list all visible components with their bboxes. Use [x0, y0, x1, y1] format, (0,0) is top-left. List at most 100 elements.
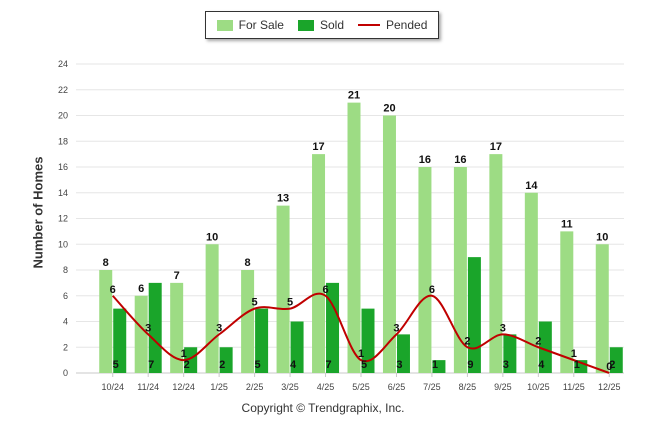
bar-sold	[219, 347, 233, 373]
bar-for-sale	[489, 154, 503, 373]
label-sold: 4	[538, 359, 545, 371]
legend-label-for-sale: For Sale	[238, 18, 284, 32]
y-tick-label: 24	[58, 59, 68, 69]
label-pended: 2	[535, 335, 541, 347]
x-tick-label: 5/25	[352, 382, 370, 392]
label-pended: 2	[464, 335, 470, 347]
x-tick-label: 12/24	[172, 382, 195, 392]
bar-for-sale	[524, 192, 538, 373]
legend-item-pended[interactable]: Pended	[358, 18, 427, 32]
bar-sold	[184, 347, 198, 373]
x-tick-label: 8/25	[459, 382, 477, 392]
legend-item-for-sale[interactable]: For Sale	[216, 18, 284, 32]
label-pended: 1	[571, 348, 577, 360]
label-sold: 1	[574, 359, 580, 371]
label-sold: 5	[113, 359, 119, 371]
label-for-sale: 10	[596, 231, 608, 243]
x-tick-label: 7/25	[423, 382, 441, 392]
y-tick-label: 6	[63, 291, 68, 301]
label-pended: 3	[145, 322, 151, 334]
bar-sold	[467, 257, 481, 373]
bar-sold	[290, 321, 304, 373]
x-axis-ticks: 10/24 11/24 12/24 1/25 2/25 3/25 4/25 5/25 6/25 7…	[101, 373, 621, 392]
bar-for-sale	[312, 154, 326, 373]
x-tick-label: 10/24	[101, 382, 124, 392]
label-sold: 1	[432, 359, 438, 371]
bar-sold	[148, 282, 162, 373]
y-tick-label: 8	[63, 265, 68, 275]
y-tick-label: 18	[58, 136, 68, 146]
label-sold: 2	[219, 359, 225, 371]
bar-for-sale	[595, 244, 609, 373]
for-sale-swatch	[216, 19, 233, 31]
label-sold: 4	[290, 359, 297, 371]
bar-sold	[609, 347, 623, 373]
x-tick-label: 11/25	[563, 382, 585, 392]
label-sold: 5	[361, 359, 367, 371]
bar-for-sale	[99, 270, 113, 373]
bar-sold	[538, 321, 552, 373]
bars	[99, 102, 623, 373]
bar-sold	[361, 308, 375, 373]
bar-for-sale	[453, 167, 467, 373]
label-sold: 9	[467, 359, 473, 371]
legend-label-sold: Sold	[319, 18, 344, 32]
label-for-sale: 16	[419, 154, 431, 166]
bar-for-sale	[205, 244, 219, 373]
bar-for-sale	[418, 167, 432, 373]
label-sold: 2	[184, 359, 190, 371]
label-pended: 3	[500, 322, 506, 334]
label-pended: 6	[322, 284, 328, 296]
label-for-sale: 20	[383, 103, 395, 115]
y-tick-label: 20	[58, 111, 68, 121]
label-for-sale: 8	[103, 257, 109, 269]
bar-for-sale	[382, 115, 396, 373]
bar-sold	[113, 308, 127, 373]
label-for-sale: 17	[490, 141, 502, 153]
label-pended: 3	[216, 322, 222, 334]
x-tick-label: 4/25	[317, 382, 335, 392]
pended-line	[111, 292, 610, 374]
label-pended: 1	[181, 348, 187, 360]
bar-for-sale	[560, 231, 574, 373]
label-sold: 2	[609, 359, 615, 371]
copyright: Copyright © Trendgraphix, Inc.	[241, 401, 405, 415]
sold-swatch	[297, 19, 314, 31]
bar-sold	[396, 334, 410, 373]
y-tick-label: 0	[63, 368, 68, 378]
bar-for-sale	[170, 282, 184, 373]
x-tick-label: 1/25	[210, 382, 228, 392]
legend-item-sold[interactable]: Sold	[297, 18, 344, 32]
pended-swatch	[358, 24, 380, 26]
x-tick-label: 2/25	[246, 382, 264, 392]
label-for-sale: 16	[454, 154, 466, 166]
label-for-sale: 14	[525, 180, 538, 192]
legend: For Sale Sold Pended	[205, 11, 439, 39]
y-tick-label: 12	[58, 214, 68, 224]
label-pended: 6	[110, 284, 116, 296]
label-for-sale: 6	[138, 283, 144, 295]
y-tick-label: 2	[63, 342, 68, 352]
label-for-sale: 8	[245, 257, 251, 269]
label-pended: 5	[252, 297, 258, 309]
bar-for-sale	[347, 102, 361, 373]
y-tick-label: 4	[63, 317, 68, 327]
x-tick-label: 12/25	[598, 382, 621, 392]
y-tick-label: 10	[58, 239, 68, 249]
label-pended: 5	[287, 297, 293, 309]
label-pended: 6	[429, 284, 435, 296]
data-labels: 8567721028513417721520316116917314411110…	[103, 90, 616, 373]
label-for-sale: 10	[206, 231, 218, 243]
pended-line-path	[111, 292, 610, 374]
y-tick-label: 16	[58, 162, 68, 172]
x-tick-label: 11/24	[137, 382, 159, 392]
label-for-sale: 17	[312, 141, 324, 153]
x-tick-label: 10/25	[527, 382, 550, 392]
bar-sold	[503, 334, 517, 373]
bar-for-sale	[276, 205, 290, 373]
x-tick-label: 6/25	[388, 382, 406, 392]
label-sold: 7	[148, 359, 154, 371]
y-tick-label: 22	[58, 85, 68, 95]
bar-for-sale	[134, 295, 148, 373]
